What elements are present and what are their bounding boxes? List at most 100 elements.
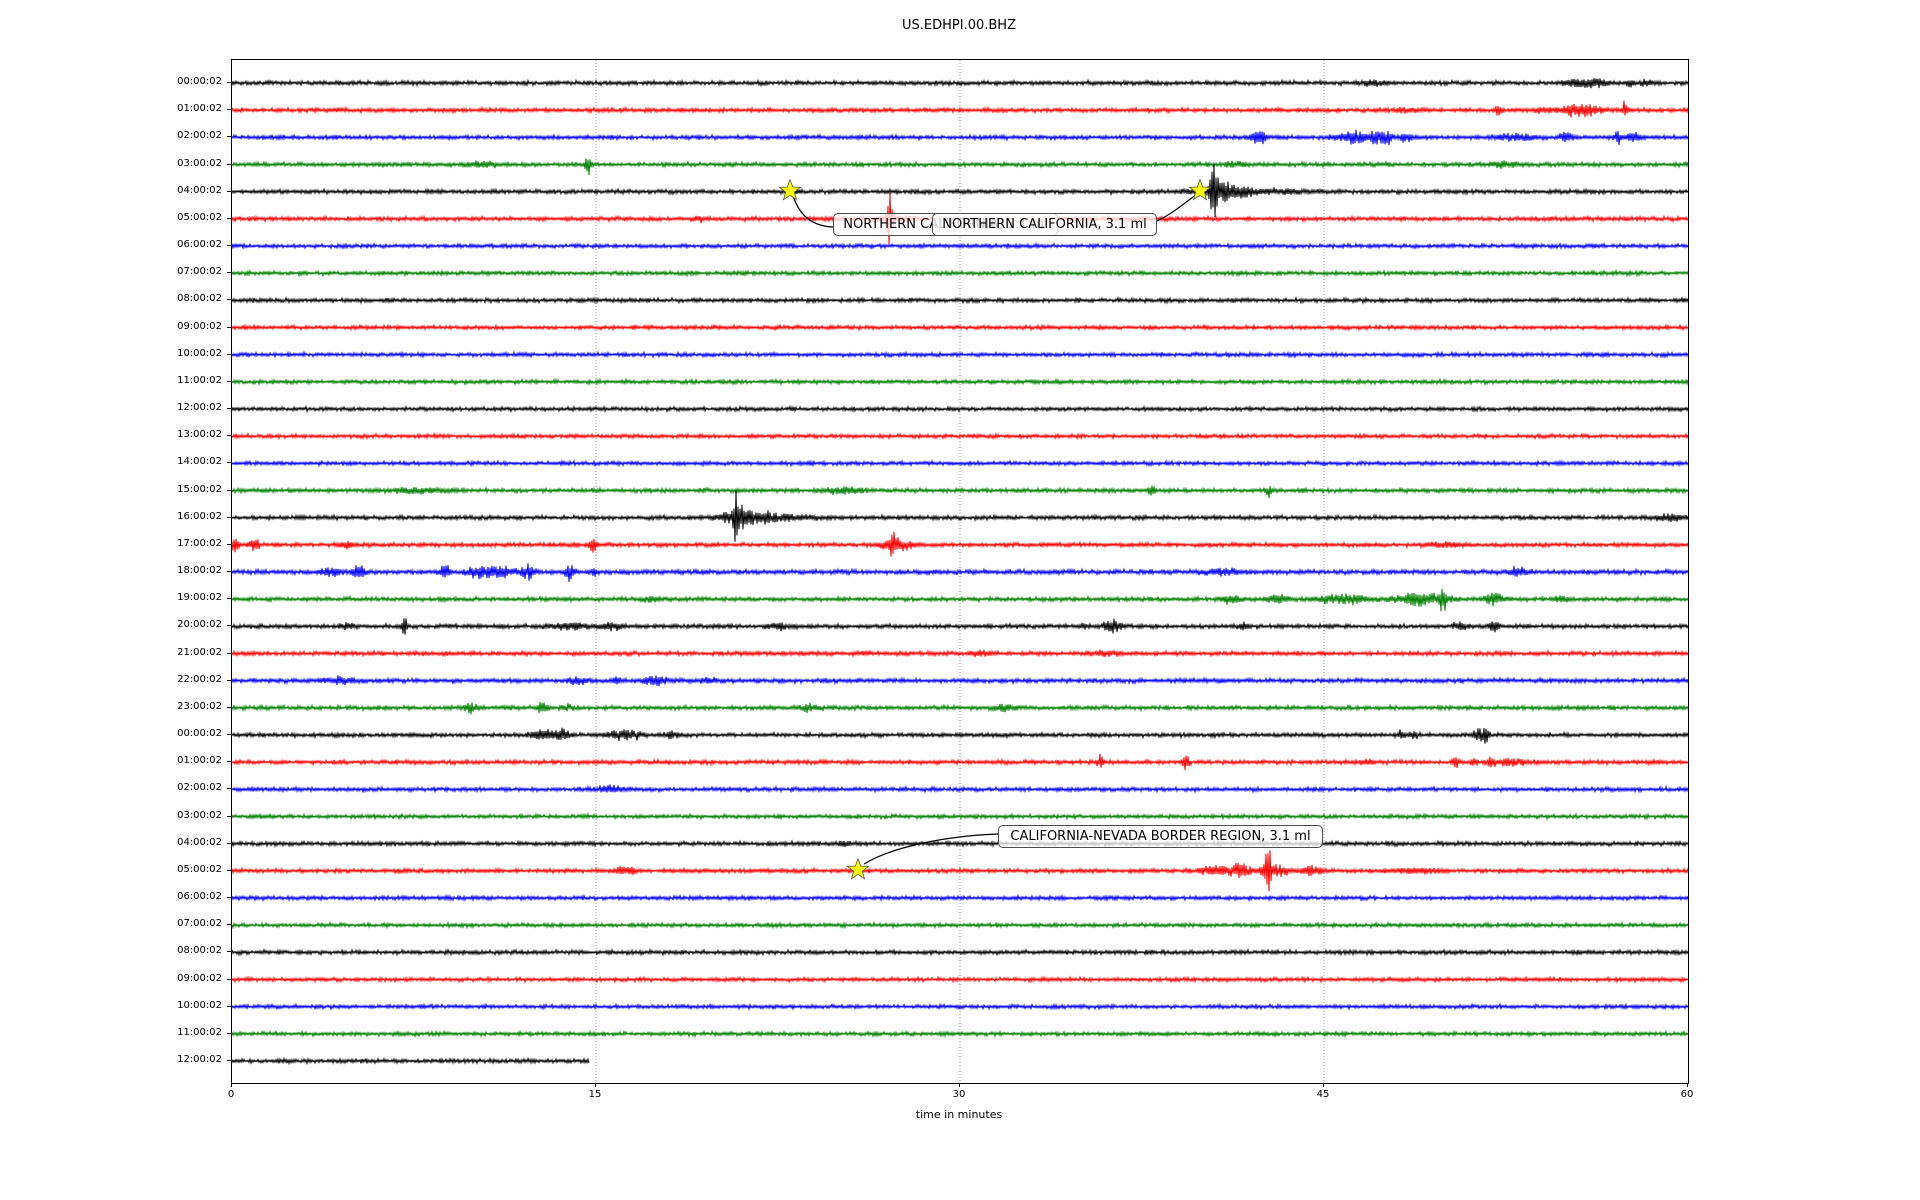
y-tick-mark <box>227 435 231 437</box>
x-tick-mark <box>231 1083 232 1087</box>
x-tick-mark <box>1323 1083 1324 1087</box>
y-tick-mark <box>227 734 231 735</box>
time-tick-label: 05:00:02 <box>177 863 222 875</box>
seismogram-trace <box>232 920 1688 930</box>
time-tick-label: 12:00:02 <box>177 402 222 413</box>
time-tick-label: 13:00:02 <box>177 429 222 441</box>
seismogram-trace <box>232 163 1688 218</box>
event-annotation: CALIFORNIA-NEVADA BORDER REGION, 3.1 ml <box>998 825 1323 848</box>
seismogram-trace <box>232 1056 590 1066</box>
y-tick-mark <box>227 625 231 627</box>
y-tick-mark <box>227 163 231 165</box>
y-tick-mark <box>227 380 231 382</box>
x-tick-label: 45 <box>1316 1089 1330 1100</box>
time-tick-label: 21:00:02 <box>177 646 222 658</box>
seismogram-trace <box>232 241 1688 251</box>
y-tick-mark <box>227 245 231 246</box>
y-tick-mark <box>227 761 231 763</box>
y-tick-mark <box>227 543 231 545</box>
y-tick-mark <box>227 217 231 219</box>
x-tick-label: 60 <box>1680 1089 1694 1100</box>
seismogram-trace <box>232 485 1688 499</box>
seismogram-trace <box>232 947 1688 957</box>
time-tick-label: 02:00:02 <box>177 130 222 142</box>
time-tick-label: 14:00:02 <box>177 456 222 468</box>
y-tick-mark <box>227 299 231 301</box>
time-tick-label: 09:00:02 <box>177 320 222 332</box>
y-tick-mark <box>227 353 231 355</box>
seismogram-traces <box>232 60 1688 1083</box>
time-tick-label: 10:00:02 <box>177 347 222 359</box>
seismogram-trace <box>232 784 1688 794</box>
time-tick-label: 08:00:02 <box>177 945 222 957</box>
x-tick-label: 30 <box>952 1089 966 1100</box>
x-tick-mark <box>959 1083 960 1087</box>
seismogram-trace <box>232 893 1688 903</box>
y-tick-mark <box>227 842 231 844</box>
y-tick-mark <box>227 679 231 681</box>
time-tick-label: 05:00:02 <box>177 211 222 223</box>
time-tick-label: 17:00:02 <box>177 537 222 549</box>
time-tick-label: 08:00:02 <box>177 293 222 305</box>
seismogram-trace <box>232 268 1688 278</box>
y-tick-mark <box>227 815 231 817</box>
y-tick-mark <box>227 788 231 790</box>
x-axis-label: time in minutes <box>915 1108 1003 1121</box>
seismogram-trace <box>232 675 1688 687</box>
seismogram-trace <box>232 1029 1688 1039</box>
y-tick-mark <box>227 516 231 518</box>
y-tick-mark <box>227 924 231 926</box>
y-tick-mark <box>227 1032 231 1034</box>
time-tick-label: 00:00:02 <box>177 728 222 739</box>
seismogram-trace <box>232 727 1688 744</box>
seismogram-trace <box>232 753 1688 771</box>
seismogram-trace <box>232 563 1688 582</box>
time-tick-label: 11:00:02 <box>177 374 222 386</box>
chart-title: US.EDHPI.00.BHZ <box>902 18 1016 33</box>
time-tick-label: 10:00:02 <box>177 999 222 1011</box>
seismogram-trace <box>232 701 1688 715</box>
x-tick-label: 0 <box>227 1089 235 1100</box>
seismogram-trace <box>232 1002 1688 1012</box>
seismogram-trace <box>232 975 1688 984</box>
y-tick-mark <box>227 706 231 708</box>
seismogram-trace <box>232 459 1688 468</box>
y-tick-mark <box>227 82 231 83</box>
x-tick-mark <box>595 1083 596 1087</box>
seismogram-trace <box>232 850 1688 892</box>
time-tick-label: 19:00:02 <box>177 592 222 604</box>
seismogram-trace <box>232 404 1688 414</box>
time-tick-label: 23:00:02 <box>177 700 222 712</box>
time-tick-label: 16:00:02 <box>177 510 222 522</box>
y-tick-mark <box>227 571 231 572</box>
seismogram-trace <box>232 158 1688 175</box>
y-tick-mark <box>227 951 231 953</box>
y-tick-mark <box>227 326 231 328</box>
time-tick-label: 02:00:02 <box>177 782 222 794</box>
event-annotation: NORTHERN CALIFORNIA, 3.1 ml <box>932 213 1157 236</box>
time-tick-label: 07:00:02 <box>177 918 222 930</box>
seismogram-trace <box>232 431 1688 441</box>
time-tick-label: 03:00:02 <box>177 157 222 169</box>
time-tick-label: 01:00:02 <box>177 103 222 115</box>
time-tick-label: 04:00:02 <box>177 184 222 196</box>
seismogram-trace <box>232 812 1688 821</box>
x-tick-mark <box>1687 1083 1688 1087</box>
y-tick-mark <box>227 489 231 491</box>
time-tick-label: 07:00:02 <box>177 266 222 278</box>
seismogram-trace <box>232 350 1688 359</box>
seismogram-trace <box>232 323 1688 332</box>
time-tick-label: 20:00:02 <box>177 619 222 631</box>
time-tick-label: 22:00:02 <box>177 673 222 685</box>
y-tick-mark <box>227 598 231 600</box>
time-tick-label: 03:00:02 <box>177 809 222 821</box>
seismogram-trace <box>232 618 1688 635</box>
time-tick-label: 11:00:02 <box>177 1026 222 1038</box>
time-tick-label: 15:00:02 <box>177 483 222 495</box>
y-tick-mark <box>227 869 231 871</box>
time-tick-label: 01:00:02 <box>177 755 222 767</box>
time-tick-label: 09:00:02 <box>177 972 222 984</box>
seismogram-trace <box>232 100 1688 118</box>
seismogram-trace <box>232 531 1688 557</box>
